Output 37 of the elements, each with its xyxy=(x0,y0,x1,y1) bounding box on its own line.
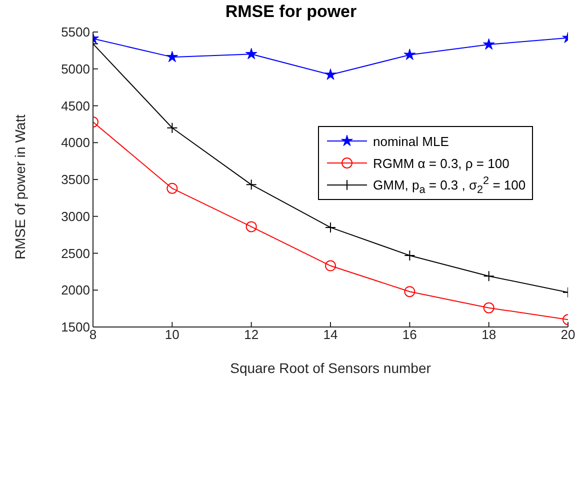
point xyxy=(404,250,416,261)
y-tick-label: 2000 xyxy=(61,282,90,298)
y-tick-label: 4500 xyxy=(61,98,90,114)
y-tick-label: 3500 xyxy=(61,172,90,188)
point xyxy=(166,122,178,134)
x-tick-label: 20 xyxy=(560,327,576,342)
point xyxy=(482,38,495,50)
x-tick-label: 12 xyxy=(244,327,259,342)
point xyxy=(325,260,336,272)
y-tick-label: 1500 xyxy=(61,320,90,335)
point xyxy=(245,48,258,60)
point xyxy=(404,48,416,60)
y-tick-label: 5000 xyxy=(61,61,90,76)
x-axis-title: Square Root of Sensors number xyxy=(230,360,432,376)
point xyxy=(404,286,416,298)
point xyxy=(246,221,257,232)
y-tick-label: 4000 xyxy=(61,135,90,150)
y-axis-title: RMSE of power in Watt xyxy=(12,114,28,260)
x-tick-label: 8 xyxy=(89,327,97,342)
point xyxy=(483,270,494,282)
y-tick-label: 2500 xyxy=(61,246,90,261)
chart-title: RMSE for power xyxy=(224,2,358,22)
legend-label: nominal MLE xyxy=(373,134,449,148)
point xyxy=(325,222,336,233)
point xyxy=(166,182,178,194)
y-tick-label: 5500 xyxy=(61,24,90,40)
point xyxy=(324,68,336,80)
legend-label: GMM, p$_{a}$ = 0.3 , σ$_{2}$$^{2}$ = 100 xyxy=(373,174,526,196)
point xyxy=(483,302,494,314)
y-tick-label: 3000 xyxy=(61,208,90,224)
point xyxy=(166,50,178,62)
legend-label: RGMM α = 0.3, ρ = 100 xyxy=(373,156,510,170)
x-tick-label: 18 xyxy=(482,327,496,342)
x-tick-label: 14 xyxy=(323,327,338,342)
x-tick-label: 10 xyxy=(164,327,180,342)
x-tick-label: 16 xyxy=(402,327,417,342)
point xyxy=(246,179,257,190)
